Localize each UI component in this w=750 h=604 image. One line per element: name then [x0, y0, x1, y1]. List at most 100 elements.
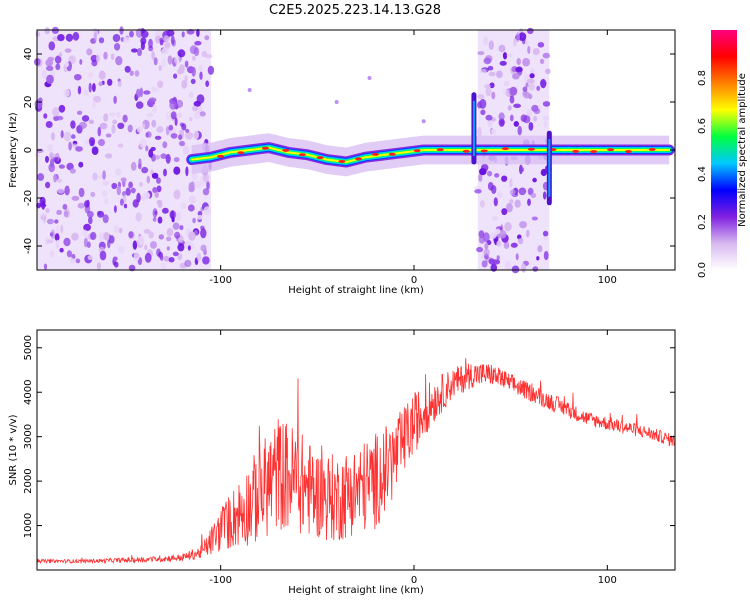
y-tick-label: 2000 — [23, 468, 34, 493]
noise-blob — [509, 114, 514, 122]
signal-peak — [436, 148, 444, 152]
noise-blob — [97, 126, 102, 137]
noise-blob — [77, 202, 85, 209]
noise-blob — [74, 74, 82, 81]
noise-blob — [138, 181, 144, 187]
noise-blob — [523, 115, 531, 124]
noise-blob — [76, 110, 83, 116]
noise-blob — [520, 190, 526, 196]
signal-peak — [501, 147, 509, 151]
noise-blob — [504, 222, 512, 232]
noise-blob — [174, 117, 178, 126]
noise-speck — [247, 88, 252, 92]
signal-peak — [388, 152, 396, 156]
noise-blob — [141, 166, 149, 174]
noise-blob — [476, 246, 484, 253]
noise-blob — [166, 236, 172, 242]
noise-blob — [156, 185, 162, 193]
signal-peak — [261, 146, 269, 150]
noise-blob — [103, 231, 110, 241]
signal-peak — [298, 153, 306, 157]
noise-blob — [99, 122, 108, 130]
noise-blob — [533, 108, 541, 115]
noise-blob — [496, 70, 503, 79]
noise-blob — [115, 56, 123, 66]
noise-blob — [509, 86, 518, 96]
noise-blob — [493, 197, 498, 207]
noise-blob — [103, 113, 109, 122]
signal-peak — [338, 159, 346, 163]
noise-blob — [93, 32, 97, 42]
noise-blob — [482, 36, 489, 46]
signal-peak — [355, 157, 363, 161]
noise-blob — [539, 58, 545, 64]
noise-blob — [144, 252, 152, 263]
noise-blob — [488, 71, 496, 77]
noise-blob — [204, 35, 210, 41]
noise-blob — [128, 231, 134, 239]
noise-blob — [65, 33, 74, 42]
snr-y-axis-label: SNR (10 * v/v) — [8, 414, 19, 485]
noise-blob — [87, 72, 94, 78]
noise-blob — [515, 253, 519, 261]
noise-blob — [187, 204, 195, 212]
noise-blob — [509, 199, 514, 205]
noise-blob — [488, 40, 494, 50]
noise-blob — [503, 80, 510, 87]
noise-blob — [88, 82, 92, 93]
noise-blob — [83, 237, 88, 248]
noise-blob — [50, 132, 56, 141]
noise-blob — [154, 191, 159, 198]
noise-speck — [334, 100, 339, 104]
noise-blob — [41, 69, 48, 79]
noise-blob — [476, 126, 482, 137]
noise-blob — [189, 195, 196, 204]
colorbar-tick-label: 0.8 — [697, 70, 708, 86]
noise-blob — [140, 27, 145, 34]
noise-blob — [533, 115, 538, 122]
noise-blob — [529, 73, 535, 79]
noise-blob — [196, 252, 202, 262]
noise-blob — [542, 101, 551, 107]
noise-blob — [39, 196, 46, 206]
snr-line — [36, 358, 676, 565]
noise-blob — [87, 210, 94, 218]
noise-blob — [82, 229, 88, 236]
noise-blob — [104, 153, 113, 159]
noise-blob — [171, 216, 175, 223]
noise-blob — [528, 93, 533, 100]
noise-blob — [66, 250, 72, 258]
noise-blob — [199, 111, 206, 117]
noise-blob — [99, 232, 104, 242]
noise-blob — [162, 207, 169, 214]
noise-blob — [48, 41, 56, 51]
noise-blob — [190, 78, 196, 85]
noise-blob — [192, 217, 196, 224]
noise-blob — [150, 241, 157, 249]
noise-blob — [173, 189, 181, 200]
noise-blob — [496, 240, 502, 247]
noise-blob — [131, 48, 138, 53]
noise-blob — [153, 57, 158, 66]
noise-blob — [98, 37, 105, 44]
noise-blob — [202, 256, 210, 265]
noise-blob — [122, 114, 128, 123]
y-tick-label: 40 — [23, 48, 34, 61]
signal-peak — [527, 147, 535, 151]
noise-blob — [512, 73, 520, 80]
noise-blob — [158, 234, 164, 240]
noise-blob — [173, 157, 180, 163]
noise-blob — [99, 250, 107, 261]
colorbar-ticks: 0.0 0.2 0.4 0.6 0.8 — [697, 70, 708, 278]
noise-blob — [117, 80, 122, 87]
noise-blob — [477, 101, 483, 109]
noise-blob — [169, 210, 177, 220]
noise-blob — [491, 216, 498, 221]
signal-peak — [237, 151, 245, 155]
noise-blob — [58, 104, 66, 113]
noise-blob — [169, 100, 177, 110]
noise-blob — [96, 54, 100, 63]
noise-blob — [166, 246, 170, 251]
noise-blob — [117, 143, 124, 148]
